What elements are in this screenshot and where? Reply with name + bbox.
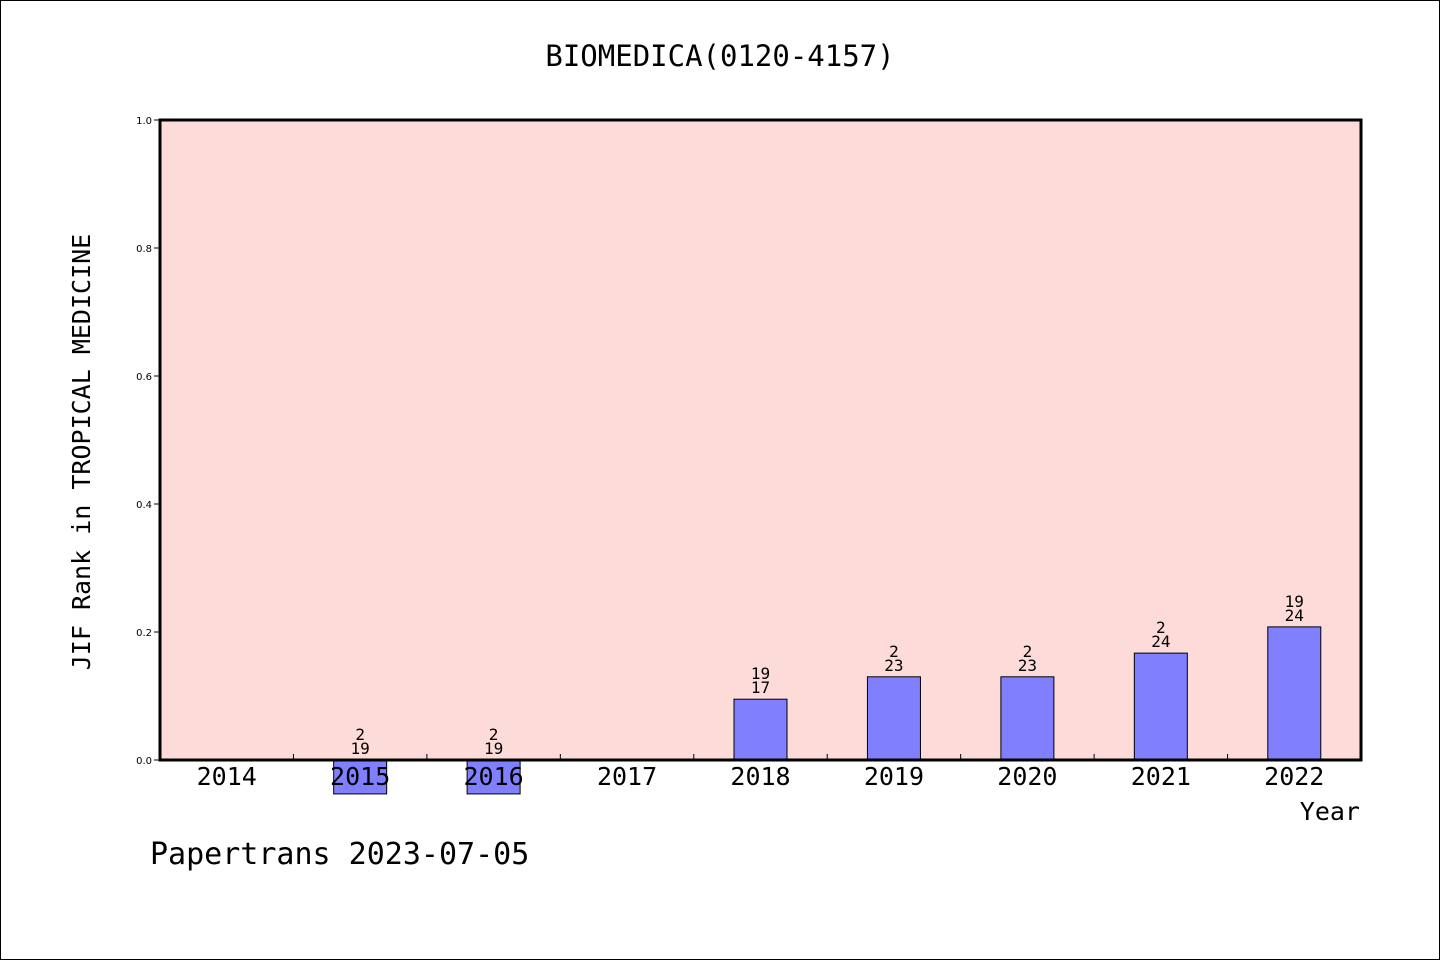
bar-data-label: 2	[1023, 642, 1033, 661]
bar-data-label: 2	[355, 725, 365, 744]
x-tick-label: 2020	[997, 762, 1057, 791]
bar	[466, 759, 521, 795]
bar-series	[333, 626, 1322, 795]
y-tick-label: 0.4	[136, 500, 152, 511]
x-axis-label: Year	[1300, 797, 1360, 826]
y-axis-label: JIF Rank in TROPICAL MEDICINE	[67, 234, 96, 671]
bar	[1000, 676, 1055, 761]
y-tick-label: 1.0	[136, 116, 152, 127]
x-tick-label: 2018	[730, 762, 790, 791]
bar-data-label: 2	[489, 725, 499, 744]
x-tick-label: 2022	[1264, 762, 1324, 791]
bar-data-label: 23	[884, 656, 903, 675]
bar	[1133, 652, 1188, 761]
bar-data-label: 19	[751, 664, 770, 683]
x-tick-label: 2021	[1131, 762, 1191, 791]
bar	[1267, 626, 1322, 761]
y-tick-label: 0.6	[136, 372, 152, 383]
bar-data-label: 19	[351, 739, 370, 758]
bar-data-label: 2	[889, 642, 899, 661]
bar-data-label: 19	[1285, 592, 1304, 611]
bar-data-label: 24	[1285, 606, 1304, 625]
y-tick-label: 0.8	[136, 244, 152, 255]
bar	[333, 759, 388, 795]
bar-data-label: 19	[484, 739, 503, 758]
x-tick-label: 2015	[330, 762, 390, 791]
y-tick-label: 0.2	[136, 628, 152, 639]
chart-title: BIOMEDICA(0120-4157)	[545, 39, 894, 73]
x-tick-label-group: 2014 2015 2016 2017 2018 2019 2020 2021 2022	[197, 762, 1325, 791]
y-tick-label: 0.0	[136, 756, 152, 767]
bar	[866, 676, 921, 761]
x-tick-label: 2014	[197, 762, 257, 791]
bar-data-label: 24	[1151, 632, 1170, 651]
bar-data-label: 17	[751, 678, 770, 697]
x-tick-label: 2016	[464, 762, 524, 791]
bar-data-label: 2	[1156, 618, 1166, 637]
plot-border	[158, 118, 1363, 762]
x-tick-label: 2019	[864, 762, 924, 791]
bar-data-label: 23	[1018, 656, 1037, 675]
footer-credit: Papertrans 2023-07-05	[150, 837, 529, 872]
bar	[733, 698, 788, 761]
y-axis-ticks: 0.0 0.2 0.4 0.6 0.8 1.0	[136, 116, 160, 767]
x-tick-label: 2017	[597, 762, 657, 791]
